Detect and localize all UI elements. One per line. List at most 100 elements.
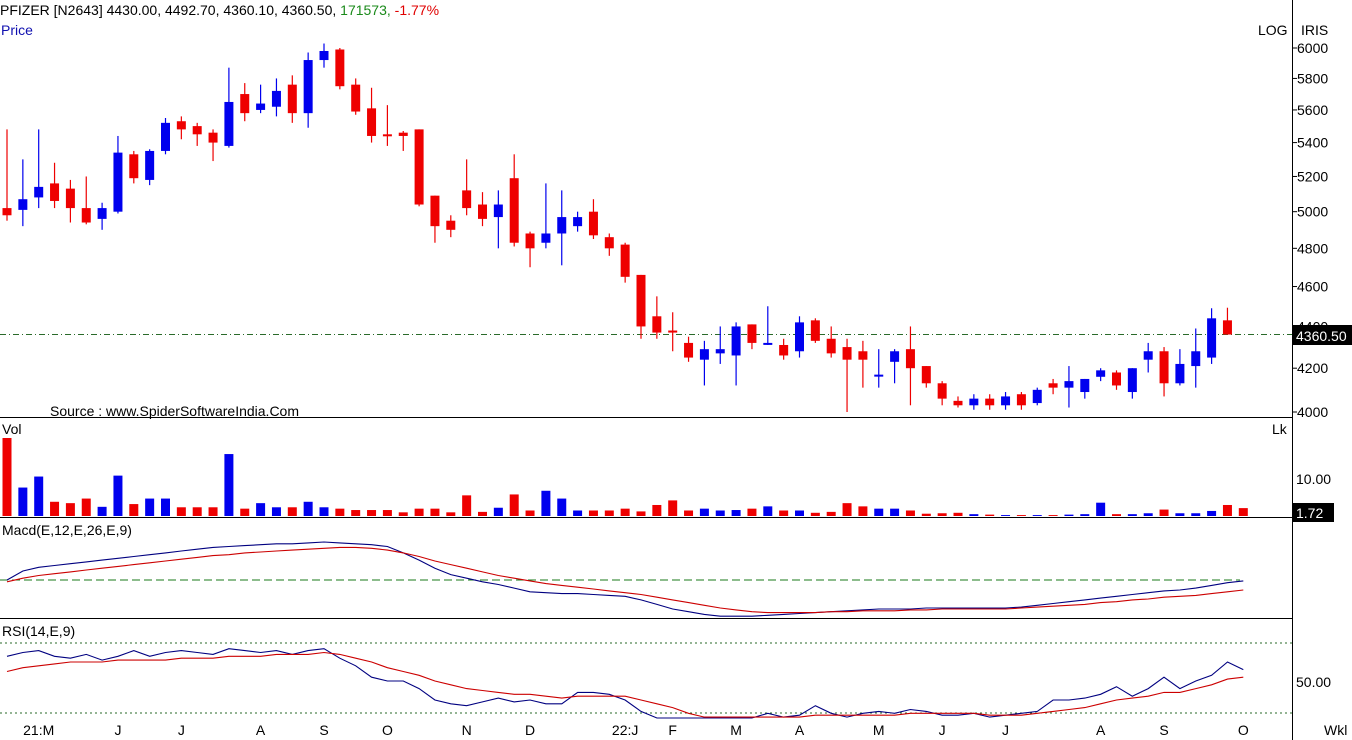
candle xyxy=(1001,392,1011,410)
volume-bar xyxy=(921,513,931,516)
candle-body xyxy=(652,316,662,333)
candle-body xyxy=(97,208,107,219)
candle xyxy=(462,159,472,216)
volume-bar xyxy=(208,507,218,516)
candle-body xyxy=(763,342,773,345)
volume-panel-label: Vol xyxy=(2,421,21,437)
candle-body xyxy=(1112,372,1121,386)
macd-panel-label: Macd(E,12,E,26,E,9) xyxy=(2,522,132,538)
volume-bar xyxy=(351,510,361,516)
candle-body xyxy=(747,324,757,343)
volume-bar xyxy=(969,514,979,516)
candle-body xyxy=(636,274,646,327)
macd-line xyxy=(6,541,1244,617)
volume-bar xyxy=(573,510,583,516)
candle-body xyxy=(731,326,741,356)
x-tick-label: 21:M xyxy=(23,722,54,738)
volume-bar xyxy=(1159,509,1169,516)
volume-bar xyxy=(256,503,266,516)
candle-body xyxy=(208,132,218,143)
candle xyxy=(1143,342,1153,373)
candle xyxy=(446,215,456,238)
x-tick-label: A xyxy=(795,722,805,738)
candle xyxy=(382,105,392,146)
price-tick-label: 5000 xyxy=(1297,204,1328,220)
x-tick-label: D xyxy=(525,722,535,738)
candle-body xyxy=(192,126,202,135)
volume-bar xyxy=(319,507,329,516)
volume-bar xyxy=(588,510,598,516)
candle-body xyxy=(478,204,487,219)
source-text: Source : www.SpiderSoftwareIndia.Com xyxy=(50,403,299,419)
candle-body xyxy=(509,178,519,243)
low-value: 4360.10, xyxy=(223,2,278,18)
candle xyxy=(763,306,773,345)
candle-body xyxy=(287,84,297,114)
candle-body xyxy=(50,183,60,201)
candle xyxy=(953,396,963,408)
candle xyxy=(668,312,678,352)
volume-bar xyxy=(161,498,170,516)
candle xyxy=(636,274,646,339)
candle-body xyxy=(271,90,281,107)
candle-body xyxy=(256,103,266,110)
volume-bar xyxy=(65,503,75,516)
price-tick-label: 5800 xyxy=(1297,70,1328,86)
rsi-panel-label: RSI(14,E,9) xyxy=(2,623,75,639)
rsi-line xyxy=(6,648,1244,719)
candle xyxy=(1222,307,1232,335)
candle xyxy=(509,154,519,247)
x-tick-label: S xyxy=(319,722,328,738)
volume-bar xyxy=(699,508,709,516)
candle xyxy=(969,394,979,410)
volume-bar xyxy=(81,498,91,516)
candle xyxy=(810,318,820,343)
candle xyxy=(145,149,155,186)
volume-bar xyxy=(652,504,662,516)
volume-bar xyxy=(668,500,678,516)
candle-body xyxy=(684,342,694,358)
volume-bar xyxy=(795,510,804,516)
candle-body xyxy=(367,108,377,136)
volume-bar xyxy=(18,487,28,516)
candle xyxy=(271,78,281,117)
volume-last-tag-text: 1.72 xyxy=(1296,505,1323,521)
candle xyxy=(826,326,836,358)
candle-body xyxy=(826,338,836,354)
candle-body xyxy=(129,154,139,179)
volume-value: 171573, xyxy=(340,2,391,18)
candle xyxy=(319,43,329,68)
x-tick-label: J xyxy=(178,722,185,738)
volume-bar xyxy=(382,510,392,516)
price-tick-label: 5200 xyxy=(1297,168,1328,184)
candle xyxy=(588,199,598,240)
candle xyxy=(684,336,694,362)
candle-body xyxy=(810,320,820,341)
volume-bar xyxy=(1207,510,1217,516)
candle xyxy=(874,349,884,388)
candle-body xyxy=(890,351,900,362)
volume-bar xyxy=(858,506,868,516)
candle-body xyxy=(905,349,915,369)
candle-body xyxy=(319,50,329,61)
candle-body xyxy=(699,349,709,360)
candle-body xyxy=(1175,363,1185,384)
candle-body xyxy=(588,211,598,236)
candle xyxy=(747,324,757,350)
candle xyxy=(65,179,75,223)
candle xyxy=(240,83,250,122)
candle xyxy=(842,338,852,412)
volume-bar xyxy=(1222,504,1232,516)
price-tick-label: 5400 xyxy=(1297,135,1328,151)
rsi-signal-line xyxy=(6,651,1244,718)
candle xyxy=(18,159,28,227)
candle-body xyxy=(224,101,234,146)
candle-body xyxy=(668,330,678,333)
candle xyxy=(1048,378,1058,395)
candle-body xyxy=(715,349,725,354)
candle xyxy=(779,338,789,360)
volume-bar xyxy=(557,498,567,516)
volume-bar xyxy=(192,507,202,516)
volume-bar xyxy=(303,501,313,516)
